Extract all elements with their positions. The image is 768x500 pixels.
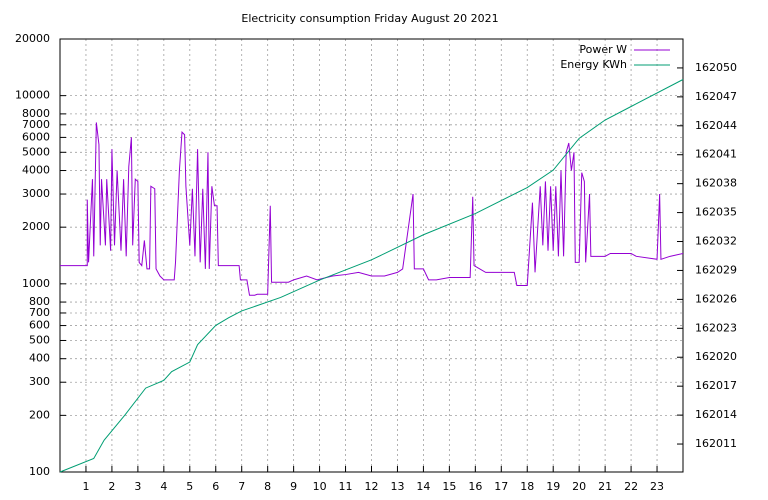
x-tick-label: 9 [290,480,297,493]
y-tick-label: 1000 [22,277,50,290]
series-line [59,79,684,473]
y-tick-label: 2000 [22,220,50,233]
y-tick-label: 700 [29,306,50,319]
y-tick-label: 800 [29,295,50,308]
y-tick-label: 500 [29,333,50,346]
y2-tick-label: 162026 [695,292,737,305]
legend-label: Energy KWh [560,58,627,71]
x-tick-label: 16 [468,480,482,493]
x-tick-label: 13 [390,480,404,493]
y-tick-label: 10000 [15,89,50,102]
y2-tick-label: 162041 [695,148,737,161]
plot-frame [59,38,684,473]
y2-tick-label: 162014 [695,408,737,421]
legend-label: Power W [579,43,627,56]
x-tick-label: 10 [313,480,327,493]
y2-tick-label: 162029 [695,263,737,276]
y2-tick-label: 162032 [695,235,737,248]
x-tick-label: 17 [494,480,508,493]
y2-tick-label: 162035 [695,206,737,219]
y-tick-label: 20000 [15,32,50,45]
y-tick-label: 100 [29,465,50,478]
y-tick-label: 6000 [22,130,50,143]
y-tick-label: 7000 [22,118,50,131]
x-tick-label: 15 [442,480,456,493]
y-tick-label: 5000 [22,145,50,158]
y-tick-label: 200 [29,408,50,421]
x-tick-label: 19 [546,480,560,493]
y-tick-label: 4000 [22,164,50,177]
x-tick-label: 4 [160,480,167,493]
x-tick-label: 6 [212,480,219,493]
x-tick-label: 8 [264,480,271,493]
x-tick-label: 20 [572,480,586,493]
y2-tick-label: 162011 [695,437,737,450]
y-tick-label: 3000 [22,187,50,200]
y-tick-label: 400 [29,352,50,365]
y-tick-label: 600 [29,319,50,332]
x-tick-label: 2 [108,480,115,493]
x-tick-label: 23 [650,480,664,493]
y-tick-label: 300 [29,375,50,388]
y-tick-label: 8000 [22,107,50,120]
chart-title: Electricity consumption Friday August 20… [241,12,498,25]
x-tick-label: 1 [82,480,89,493]
x-tick-label: 5 [186,480,193,493]
x-tick-label: 21 [598,480,612,493]
x-tick-label: 18 [520,480,534,493]
x-tick-label: 12 [365,480,379,493]
y2-tick-label: 162023 [695,321,737,334]
x-tick-label: 7 [238,480,245,493]
y2-tick-label: 162038 [695,177,737,190]
x-tick-label: 11 [339,480,353,493]
y2-tick-label: 162017 [695,379,737,392]
y2-tick-label: 162050 [695,61,737,74]
x-tick-label: 3 [134,480,141,493]
y2-tick-label: 162044 [695,119,737,132]
x-tick-label: 22 [624,480,638,493]
x-tick-label: 14 [416,480,430,493]
series-line [60,122,684,296]
y2-tick-label: 162020 [695,350,737,363]
y2-tick-label: 162047 [695,90,737,103]
